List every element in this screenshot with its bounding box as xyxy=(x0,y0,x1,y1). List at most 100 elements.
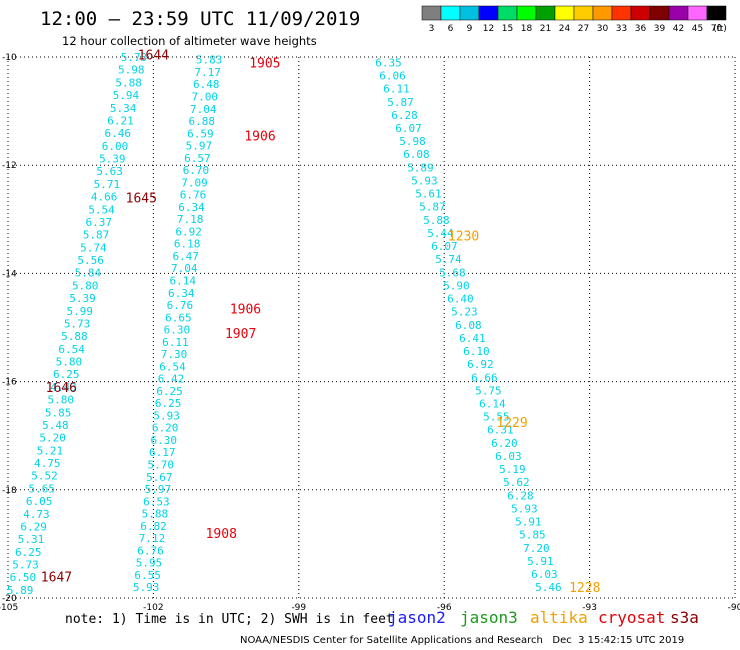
time-label: 1228 xyxy=(569,581,600,596)
wave-height-point: 6.03 xyxy=(495,450,522,463)
wave-height-point: 7.18 xyxy=(177,213,204,226)
wave-height-point: 5.63 xyxy=(96,165,123,178)
time-label: 1907 xyxy=(225,327,256,342)
wave-height-point: 5.98 xyxy=(399,135,426,148)
x-tick-label: -105 xyxy=(0,603,18,613)
wave-height-point: 6.25 xyxy=(53,368,80,381)
wave-height-point: 5.83 xyxy=(196,54,223,67)
wave-height-point: 5.34 xyxy=(110,102,137,115)
wave-height-point: 7.30 xyxy=(161,348,188,361)
wave-height-point: 5.88 xyxy=(115,76,142,89)
wave-height-point: 5.65 xyxy=(29,482,56,495)
wave-height-point: 5.61 xyxy=(415,188,442,201)
wave-height-point: 7.00 xyxy=(191,91,218,104)
wave-height-point: 5.88 xyxy=(142,508,169,521)
colorbar-label: 21 xyxy=(540,24,551,34)
colorbar-label: 18 xyxy=(521,24,533,34)
wave-height-point: 6.03 xyxy=(531,568,558,581)
colorbar-label: 9 xyxy=(467,24,473,34)
wave-height-point: 5.67 xyxy=(146,471,173,484)
colorbar-label: 39 xyxy=(654,24,666,34)
wave-height-point: 6.35 xyxy=(375,56,402,69)
x-tick-label: -96 xyxy=(437,603,452,613)
colorbar-swatch xyxy=(421,5,442,21)
wave-height-point: 5.71 xyxy=(94,178,121,191)
y-tick-label: -12 xyxy=(2,161,17,171)
wave-height-point: 6.34 xyxy=(178,201,205,214)
wave-height-point: 6.42 xyxy=(158,373,185,386)
wave-height-point: 5.97 xyxy=(186,140,213,153)
wave-height-point: 6.08 xyxy=(403,148,430,161)
wave-height-point: 7.09 xyxy=(181,176,208,189)
wave-height-point: 5.54 xyxy=(88,203,115,216)
time-label: 1644 xyxy=(138,48,169,63)
colorbar-label: 24 xyxy=(559,24,571,34)
wave-height-point: 6.08 xyxy=(455,319,482,332)
wave-height-point: 5.87 xyxy=(387,96,414,109)
colorbar-swatch xyxy=(573,5,594,21)
colorbar-swatch xyxy=(630,5,651,21)
wave-height-point: 5.85 xyxy=(45,406,72,419)
wave-height-point: 7.20 xyxy=(523,542,550,555)
wave-height-point: 6.25 xyxy=(155,397,182,410)
time-label: 1230 xyxy=(448,230,479,245)
wave-height-point: 5.73 xyxy=(64,317,91,330)
time-label: 1229 xyxy=(496,416,527,431)
colorbar-swatch xyxy=(592,5,613,21)
colorbar-swatch xyxy=(516,5,537,21)
wave-height-point: 5.99 xyxy=(67,305,94,318)
time-label: 1906 xyxy=(230,303,261,318)
wave-height-point: 5.80 xyxy=(56,356,83,369)
colorbar-swatch xyxy=(535,5,556,21)
wave-height-point: 6.07 xyxy=(395,122,422,135)
time-label: 1646 xyxy=(46,381,77,396)
wave-height-point: 6.30 xyxy=(150,434,177,447)
wave-height-point: 6.57 xyxy=(184,152,211,165)
legend-cryosat: cryosat xyxy=(598,608,666,627)
x-tick-label: -90 xyxy=(728,603,740,613)
wave-height-point: 5.68 xyxy=(439,266,466,279)
wave-height-point: 6.10 xyxy=(463,345,490,358)
colorbar-label: 33 xyxy=(616,24,627,34)
x-tick-label: -99 xyxy=(291,603,306,613)
colorbar-swatch xyxy=(611,5,632,21)
wave-height-point: 5.75 xyxy=(475,384,502,397)
wave-height-point: 5.46 xyxy=(535,581,562,594)
colorbar-swatch xyxy=(706,5,727,21)
wave-height-point: 6.07 xyxy=(431,240,458,253)
wave-height-point: 6.14 xyxy=(170,275,197,288)
wave-height-point: 5.85 xyxy=(519,529,546,542)
colorbar-swatch xyxy=(478,5,499,21)
wave-height-point: 5.80 xyxy=(48,394,75,407)
colorbar-label: 15 xyxy=(502,24,513,34)
wave-height-point: 5.21 xyxy=(37,444,64,457)
wave-height-point: 5.87 xyxy=(419,201,446,214)
wave-height-point: 7.12 xyxy=(139,532,166,545)
wave-height-point: 5.89 xyxy=(407,161,434,174)
time-label: 1906 xyxy=(244,129,275,144)
wave-height-point: 5.98 xyxy=(118,64,145,77)
colorbar-label: 27 xyxy=(578,24,589,34)
wave-height-point: 6.31 xyxy=(487,424,514,437)
wave-height-point: 6.46 xyxy=(104,127,131,140)
footer-note: note: 1) Time is in UTC; 2) SWH is in fe… xyxy=(65,612,394,627)
wave-height-point: 5.23 xyxy=(451,306,478,319)
wave-height-point: 6.20 xyxy=(152,422,179,435)
wave-height-point: 6.55 xyxy=(134,569,161,582)
colorbar-label: 42 xyxy=(673,24,684,34)
legend-jason2: jason2 xyxy=(388,608,446,627)
wave-height-point: 6.53 xyxy=(143,495,170,508)
wave-height-point: 6.17 xyxy=(149,446,176,459)
time-label: 1645 xyxy=(126,192,157,207)
y-tick-label: -14 xyxy=(2,269,17,279)
wave-height-point: 5.91 xyxy=(515,516,542,529)
wave-height-point: 6.18 xyxy=(174,238,201,251)
colorbar-unit: (ft) xyxy=(713,24,727,34)
colorbar-swatch xyxy=(497,5,518,21)
wave-height-point: 5.62 xyxy=(503,476,530,489)
legend-jason3: jason3 xyxy=(460,608,518,627)
wave-height-point: 6.05 xyxy=(26,495,53,508)
wave-height-point: 5.93 xyxy=(411,174,438,187)
wave-height-point: 5.74 xyxy=(435,253,462,266)
